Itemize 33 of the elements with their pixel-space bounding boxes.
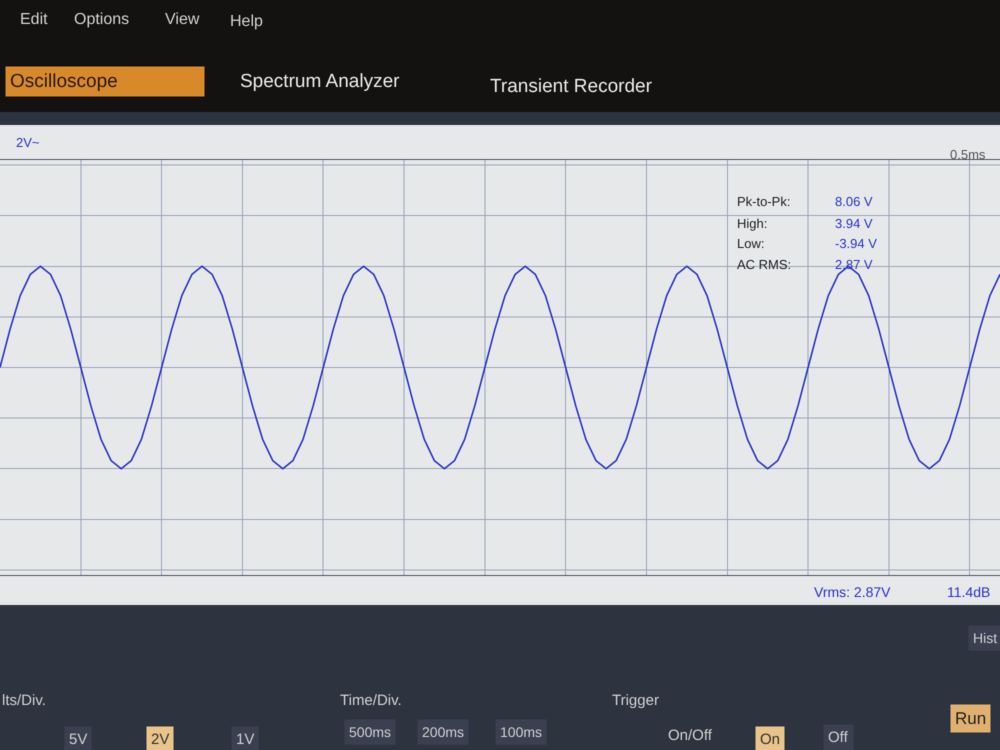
text: View [165,11,200,28]
text: 5V [69,731,88,748]
text: Off [828,729,849,746]
text: High: [737,216,768,231]
text: 2V [151,731,170,748]
text: Options [74,11,130,28]
text: Run [955,709,986,728]
text: 0.5ms [950,147,986,162]
text: Spectrum Analyzer [240,71,400,92]
text: 8.06 V [835,194,873,209]
text: Vrms: 2.87V [814,584,892,600]
text: 200ms [422,724,464,740]
text: On/Off [668,727,713,744]
text: On [760,731,780,748]
text: 1V [236,731,254,748]
text: Hist [973,630,998,646]
text: Transient Recorder [490,76,653,97]
text: Time/Div. [340,692,402,709]
text: 2V~ [16,135,40,150]
text: 3.94 V [835,216,873,231]
text: Edit [20,11,48,28]
text: Help [230,13,264,30]
text: Trigger [612,692,659,709]
text: Pk-to-Pk: [737,194,790,209]
chart-title: Oscilloscope [10,71,118,92]
text: Low: [737,236,764,251]
text: lts/Div. [2,692,46,709]
annotation: AC RMS: [737,257,792,272]
text: 500ms [349,724,392,740]
text: 11.4dB [947,584,990,600]
annotation: 2.87 V [835,257,873,272]
text: -3.94 V [835,236,878,251]
text: 100ms [500,724,542,740]
